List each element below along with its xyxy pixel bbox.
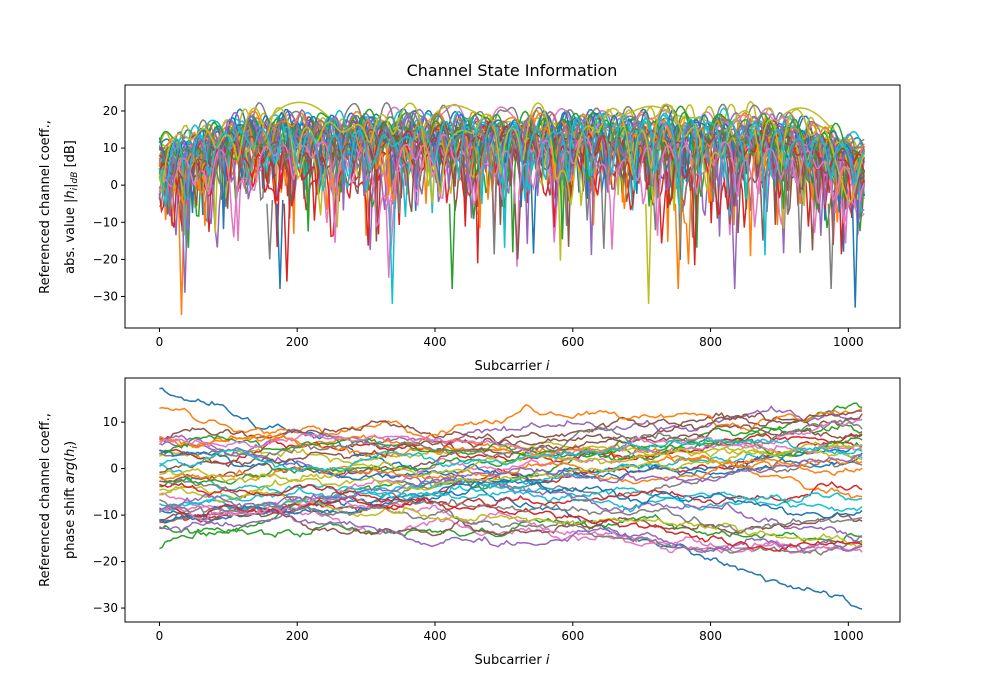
phase-subplot: 0 200 400 600 800 1000 −30 −20 −10 0 10 Subcarrie… [38,377,901,668]
y-tick-label: 20 [103,104,118,118]
phase-series-line [159,404,863,449]
magnitude-fade-spike [276,199,284,290]
phase-y-axis-label: Referenced channel coeff., [38,413,53,587]
y-tick-label: 0 [110,178,118,192]
magnitude-fade-spike [448,199,456,290]
x-tick-label: 1000 [833,335,864,349]
x-tick-label: 200 [286,629,309,643]
magnitude-fade-spike [674,199,682,290]
magnitude-fade-spike [514,199,522,260]
magnitude-y-axis-label-2: abs. value |hi|dB [dB] [63,140,80,274]
y-tick-label: −30 [93,289,118,303]
phase-series-line [159,512,863,553]
magnitude-series-line [158,111,865,248]
phase-series-line [158,458,863,485]
chart-title: Channel State Information [407,61,618,80]
magnitude-series-line [158,112,865,265]
phase-axes-frame [124,377,901,623]
x-tick-label: 800 [699,335,722,349]
x-tick-label: 0 [156,335,164,349]
magnitude-fade-spike [388,199,396,304]
x-tick-label: 400 [424,335,447,349]
magnitude-fade-spike [827,199,835,290]
magnitude-fade-spike [731,199,739,290]
x-tick-label: 600 [561,335,584,349]
phase-series-line [159,454,863,511]
phase-x-axis-label: Subcarrier i [474,653,549,668]
magnitude-series-group [158,100,865,316]
magnitude-fade-spike [645,199,653,304]
magnitude-series-line [158,111,865,249]
phase-y-ticks: −30 −20 −10 0 10 [93,415,125,615]
phase-series-line [159,476,863,556]
magnitude-x-ticks: 0 200 400 600 800 1000 [156,328,864,349]
x-tick-label: 600 [561,629,584,643]
phase-series-line [158,434,863,542]
y-tick-label: 0 [110,462,118,476]
phase-y-axis-label-2: phase shift arg(hi) [63,441,80,559]
phase-series-line [158,424,863,458]
phase-series-line [159,418,863,522]
phase-series-group [158,387,863,610]
y-tick-label: 10 [103,415,118,429]
magnitude-series-line [158,133,865,267]
x-tick-label: 0 [156,629,164,643]
phase-series-line [159,513,863,543]
y-tick-label: −10 [93,215,118,229]
phase-series-line [159,498,863,534]
magnitude-y-axis-label: Referenced channel coeff., [38,120,53,294]
y-tick-label: −20 [93,555,118,569]
y-tick-label: 10 [103,141,118,155]
y-tick-label: −10 [93,508,118,522]
magnitude-fade-spike [266,199,274,260]
magnitude-x-axis-label: Subcarrier i [474,359,549,374]
magnitude-axes-frame [124,84,901,329]
y-tick-label: −30 [93,601,118,615]
phase-series-line [159,482,863,552]
magnitude-fade-spike [181,199,189,293]
magnitude-subplot: 0 200 400 600 800 1000 −30 −20 −10 0 10 20 Subcarr… [38,84,901,374]
phase-series-line [158,443,863,514]
phase-series-line [158,433,863,458]
magnitude-series-line [158,112,865,256]
phase-series-line [159,419,863,458]
x-tick-label: 400 [424,629,447,643]
phase-series-line [159,436,863,473]
x-tick-label: 200 [286,335,309,349]
magnitude-fade-spike [283,199,291,282]
magnitude-fade-spike [851,199,859,308]
phase-series-line [159,410,863,474]
magnitude-y-ticks: −30 −20 −10 0 10 20 [93,104,125,303]
x-tick-label: 800 [699,629,722,643]
phase-series-line [158,434,863,469]
phase-x-ticks: 0 200 400 600 800 1000 [156,622,864,643]
y-tick-label: −20 [93,252,118,266]
x-tick-label: 1000 [833,629,864,643]
phase-series-line [159,503,863,553]
